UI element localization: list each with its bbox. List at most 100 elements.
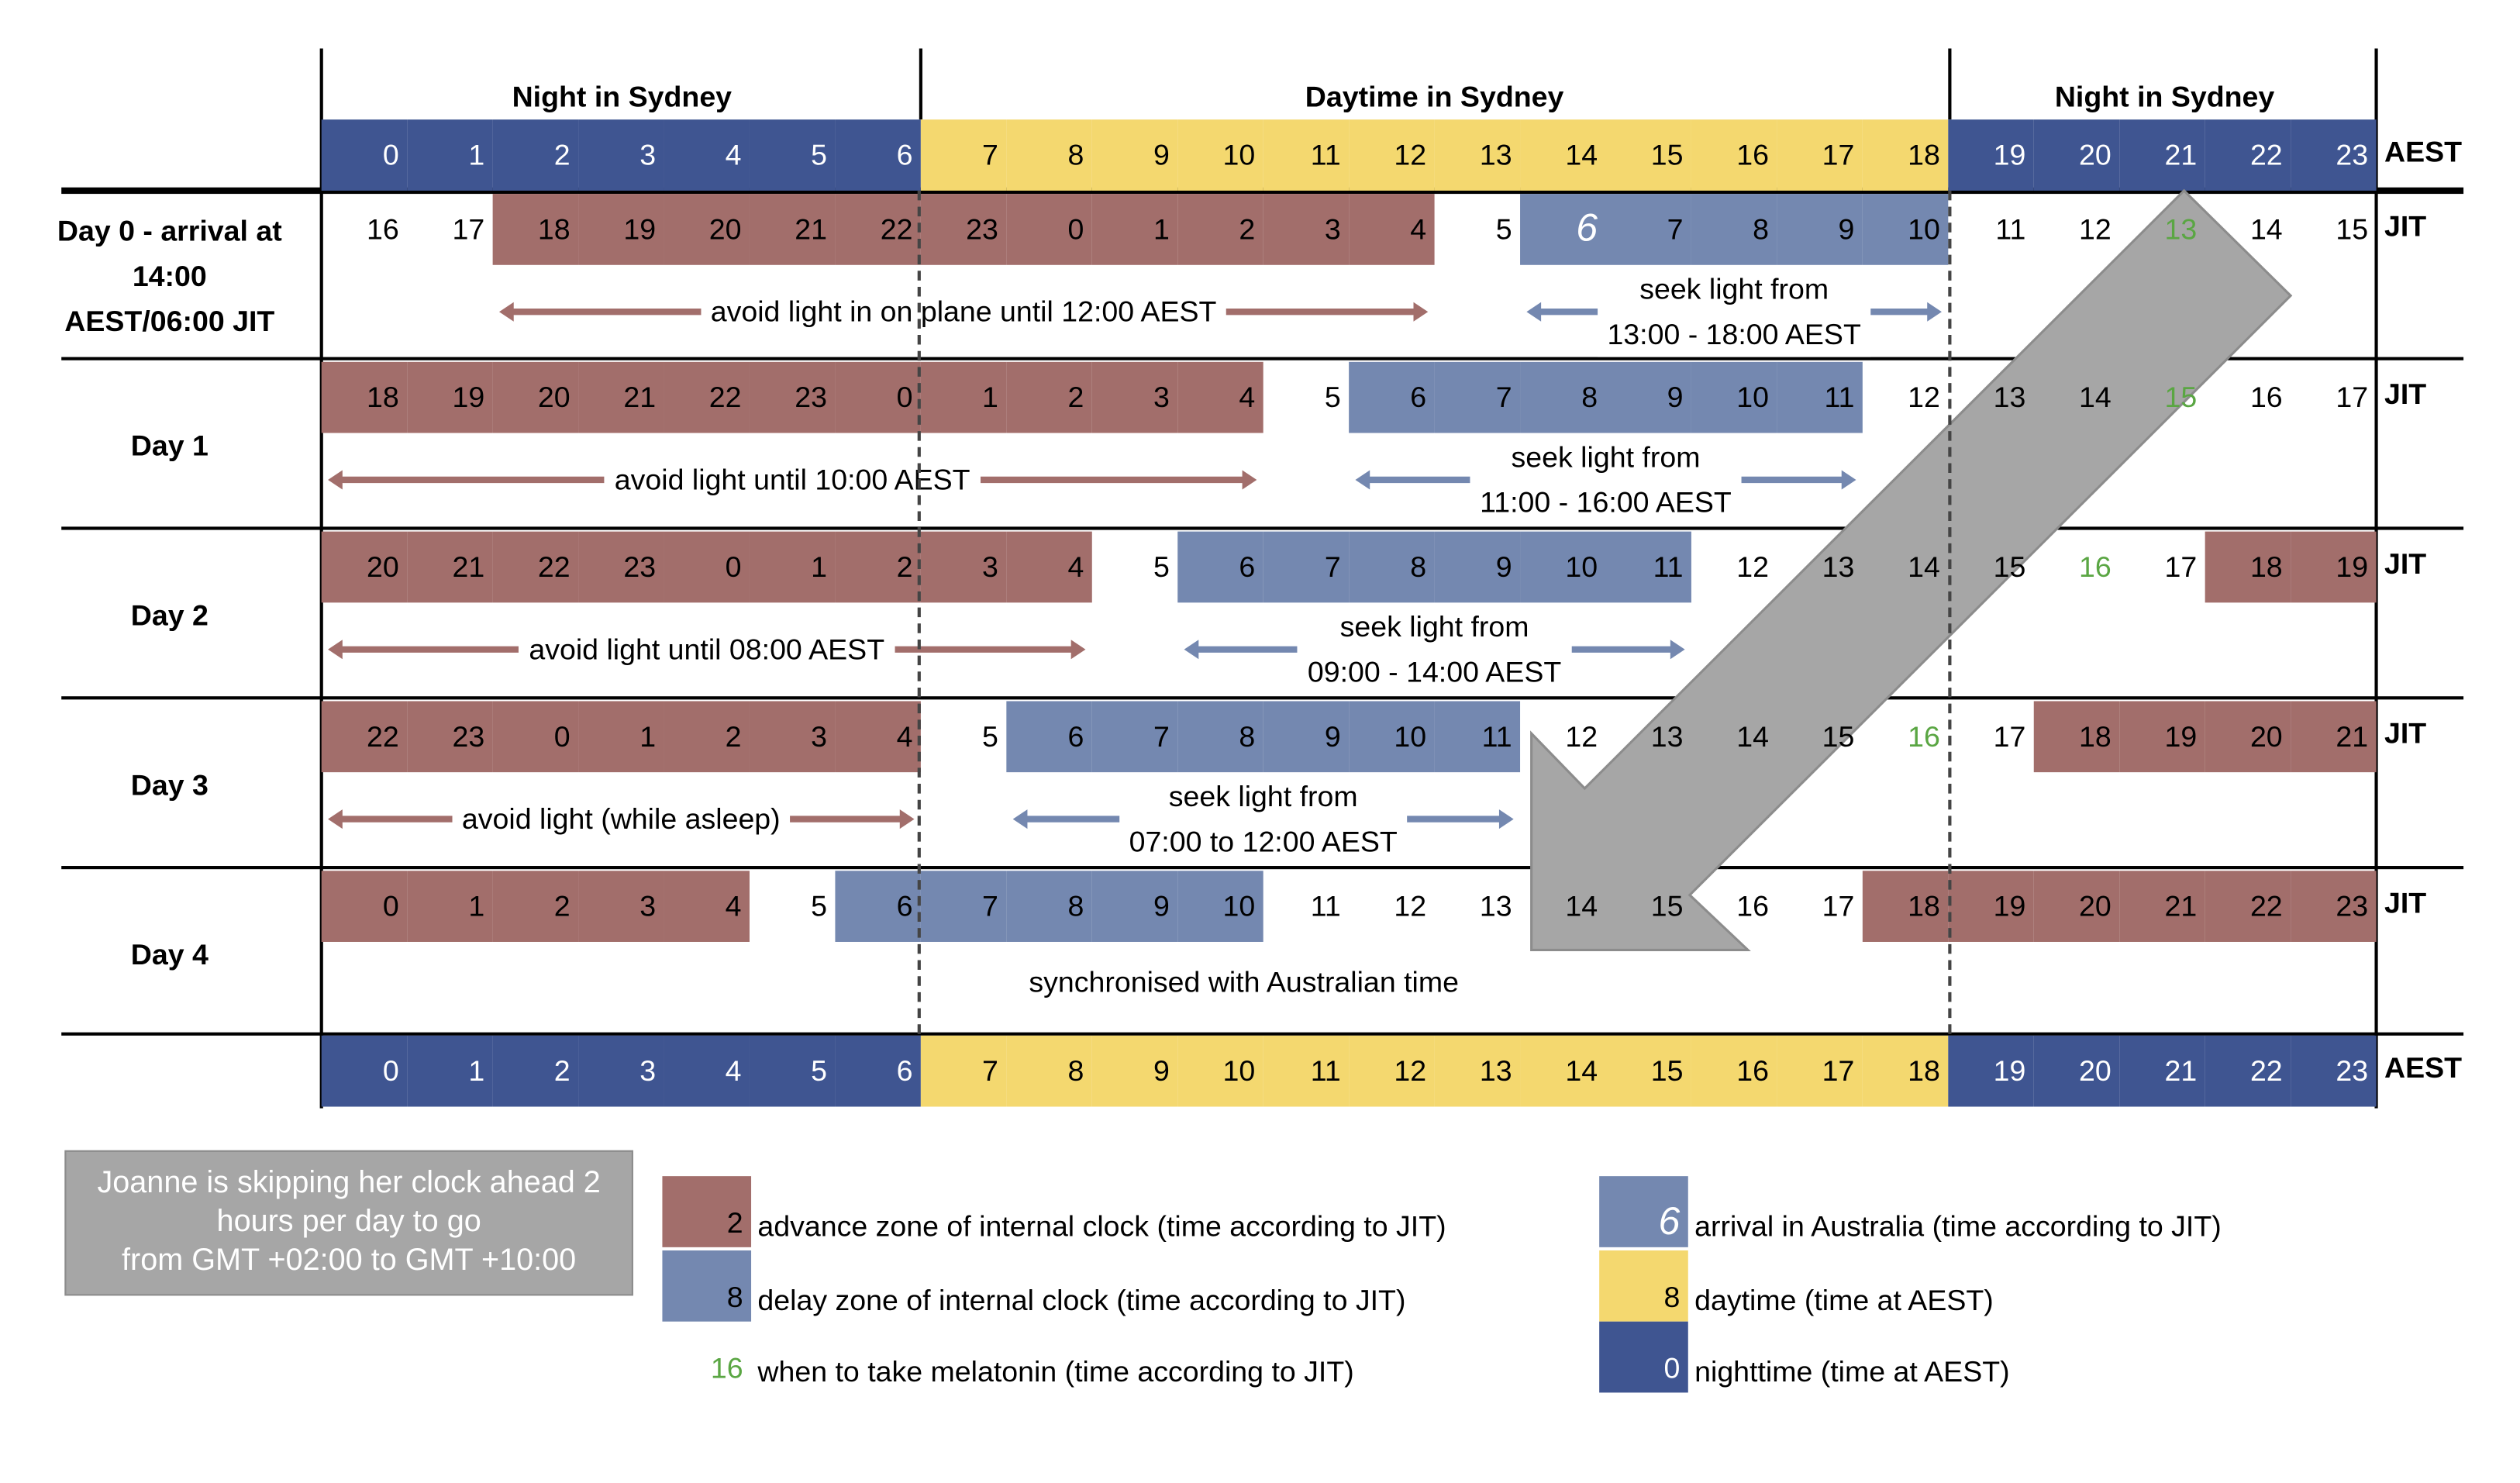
jit-hour-cell: 13 (1948, 362, 2033, 433)
jit-hour-label: 4 (1239, 381, 1256, 414)
jit-hour-label: 4 (1410, 213, 1427, 246)
aest-hour-label: 14 (1565, 1054, 1598, 1088)
melatonin-hour: 16 (1908, 720, 1940, 754)
aest-hour-label: 17 (1822, 1054, 1855, 1088)
row-divider (61, 696, 2464, 700)
jit-hour-cell: 13 (1605, 701, 1691, 772)
aest-hour-label: 7 (982, 139, 998, 171)
seek-light-text: seek light from 09:00 - 14:00 AEST (1298, 604, 1571, 695)
jit-hour-label: 0 (382, 890, 399, 923)
jit-hour-label: 10 (1908, 213, 1940, 246)
jit-hour-cell: 12 (1349, 871, 1434, 942)
jit-hour-cell: 22 (835, 194, 921, 265)
aest-hour-20: 20 (2033, 1035, 2120, 1107)
row-divider (61, 1032, 2464, 1036)
aest-hour-5: 5 (749, 119, 836, 191)
jit-hour-label: 5 (811, 890, 828, 923)
jit-hour-cell: 6 (835, 871, 921, 942)
aest-hour-label: 8 (1067, 1054, 1084, 1088)
aest-hour-0: 0 (321, 119, 408, 191)
jit-hour-cell: 5 (750, 871, 835, 942)
jit-hour-label: 18 (2249, 550, 2283, 584)
jit-hour-label: 19 (2336, 550, 2369, 584)
jit-hour-label: 9 (1667, 381, 1684, 414)
legend-swatch-label: 0 (1663, 1352, 1681, 1385)
aest-hour-6: 6 (835, 1035, 921, 1107)
aest-hour-label: 15 (1650, 139, 1684, 171)
aest-hour-label: 21 (2164, 139, 2198, 171)
aest-unit-label-bottom: AEST (2384, 1051, 2463, 1085)
jit-hour-label: 11 (1653, 550, 1684, 584)
jit-hour-label: 14 (1736, 720, 1769, 754)
aest-hour-label: 6 (896, 139, 913, 171)
jit-hour-label: 12 (2079, 213, 2111, 246)
aest-hour-label: 1 (468, 139, 485, 171)
jit-hour-label: 9 (1153, 890, 1170, 923)
jit-hour-cell: 13 (1435, 871, 1520, 942)
jit-hour-label: 5 (1324, 381, 1341, 414)
seek-light-text-line: 13:00 - 18:00 AEST (1607, 318, 1861, 351)
aest-hour-9: 9 (1091, 119, 1178, 191)
aest-hour-3: 3 (578, 119, 664, 191)
row-divider (61, 866, 2464, 870)
jit-hour-cell: 9 (1777, 194, 1863, 265)
jit-hour-cell: 23 (578, 531, 664, 603)
jit-hour-cell: 0 (1006, 194, 1092, 265)
jit-hour-cell: 16 (1691, 871, 1777, 942)
jit-hour-cell: 4 (1349, 194, 1435, 265)
jit-hour-label: 9 (1495, 550, 1512, 584)
jit-hour-cell: 4 (1006, 531, 1092, 603)
jit-hour-label: 13 (1993, 381, 2026, 414)
jit-hour-label: 15 (2336, 213, 2369, 246)
legend-text: daytime (time at AEST) (1694, 1284, 1994, 1317)
jit-hour-cell: 22 (2205, 871, 2291, 942)
seek-light-text-line: seek light from (1339, 610, 1529, 643)
jit-hour-label: 9 (1838, 213, 1855, 246)
aest-hour-18: 18 (1862, 119, 1949, 191)
seek-light-text-line: seek light from (1511, 440, 1701, 474)
avoid-light-text-line: avoid light until 08:00 AEST (529, 633, 885, 666)
aest-hour-label: 23 (2336, 139, 2369, 171)
aest-hour-3: 3 (578, 1035, 664, 1107)
jit-hour-cell: 17 (1777, 871, 1862, 942)
avoid-light-text-line: avoid light until 10:00 AEST (614, 464, 970, 496)
seek-light-text-line: 11:00 - 16:00 AEST (1480, 486, 1732, 519)
jit-hour-cell: 1 (1091, 194, 1178, 265)
aest-hour-label: 14 (1565, 139, 1598, 171)
jit-hour-cell: 4 (1177, 361, 1263, 433)
avoid-light-text: avoid light until 10:00 AEST (605, 457, 981, 503)
aest-hour-0: 0 (321, 1035, 408, 1107)
jit-hour-label: 21 (452, 550, 485, 584)
jit-hour-cell: 20 (492, 361, 579, 433)
jit-hour-cell: 7 (1091, 701, 1178, 773)
jit-hour-label: 1 (639, 720, 657, 754)
row-divider (61, 526, 2464, 530)
jit-hour-cell: 14 (2034, 362, 2119, 433)
aest-hour-label: 16 (1736, 1054, 1769, 1088)
legend-text: nighttime (time at AEST) (1694, 1355, 2010, 1388)
jit-hour-cell: 23 (749, 361, 836, 433)
jit-hour-label: 2 (1067, 381, 1084, 414)
jit-hour-cell: 17 (407, 194, 492, 265)
aest-hour-label: 5 (811, 1054, 828, 1088)
aest-hour-7: 7 (920, 119, 1007, 191)
jit-hour-label: 22 (537, 550, 571, 584)
dashed-divider-dawn (917, 190, 921, 1034)
jit-hour-cell: 13 (2119, 194, 2205, 265)
legend-text: advance zone of internal clock (time acc… (757, 1209, 1446, 1243)
aest-hour-label: 12 (1394, 1054, 1427, 1088)
aest-hour-15: 15 (1605, 119, 1691, 191)
jit-hour-label: 12 (1394, 890, 1427, 923)
aest-hour-label: 12 (1394, 139, 1427, 171)
aest-hour-22: 22 (2205, 119, 2291, 191)
jit-hour-label: 21 (623, 381, 657, 414)
jit-hour-label: 13 (1650, 720, 1684, 754)
jit-hour-cell: 18 (2033, 701, 2120, 773)
jit-hour-cell: 7 (1263, 531, 1350, 603)
jit-hour-label: 18 (1908, 890, 1940, 923)
jit-hour-label: 22 (367, 720, 399, 754)
jit-hour-cell: 2 (835, 531, 921, 603)
aest-hour-label: 3 (639, 139, 657, 171)
jit-hour-cell: 0 (664, 531, 750, 603)
aest-hour-4: 4 (664, 1035, 750, 1107)
